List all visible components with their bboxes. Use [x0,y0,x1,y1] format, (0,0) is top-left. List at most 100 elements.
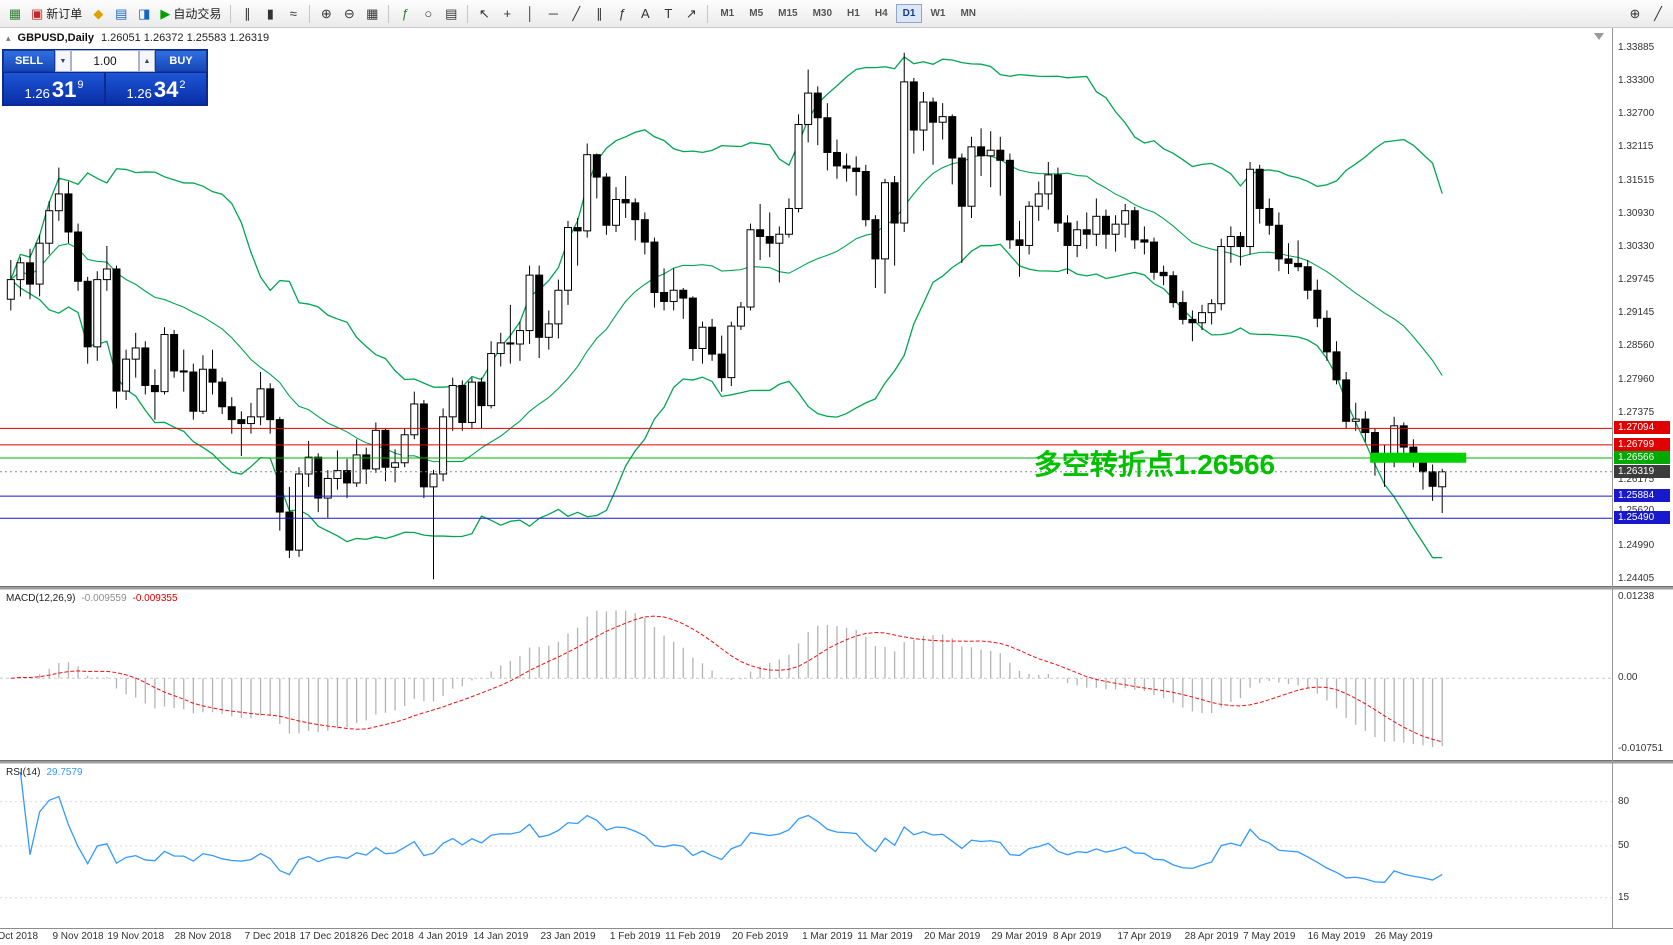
candle [765,235,774,244]
toolbar-separator [230,4,232,23]
toolbar-separator [309,4,311,23]
arrows-button[interactable]: ↗ [680,3,702,25]
candle [477,381,486,407]
candle [861,171,870,221]
bar-chart-button[interactable]: ∥ [236,3,258,25]
candle [573,227,582,232]
text-button[interactable]: A [634,3,656,25]
candle [1121,210,1130,225]
timeframe-mn-button[interactable]: MN [960,8,976,19]
channel-button[interactable]: ∥ [588,3,610,25]
new-order-button-label: 新订单 [46,7,83,21]
sell-price-base: 1.26 [24,86,50,101]
market-watch-button[interactable]: ▤ [110,3,132,25]
candle [131,347,140,360]
candle [794,123,803,209]
candle [6,279,15,300]
zoom-out-icon: ⊖ [343,6,355,21]
candlestick-chart-button[interactable]: ▮ [259,3,281,25]
candle [1255,168,1264,209]
crosshair-icon: + [503,6,512,21]
date-label: 8 Apr 2019 [1052,931,1102,942]
bollinger-lower-band [10,243,1443,559]
date-label: 23 Jan 2019 [540,931,596,942]
candle [352,454,361,484]
candle [1226,235,1235,248]
timeframe-m30-button[interactable]: M30 [812,8,833,19]
line-chart-button[interactable]: ≈ [282,3,304,25]
date-label: 20 Feb 2019 [732,931,789,942]
timeframe-w1-button[interactable]: W1 [930,8,946,19]
tile-windows-icon: ▦ [366,6,379,21]
date-label: 4 Jan 2019 [418,931,468,942]
periods-button[interactable]: ○ [417,3,439,25]
fibonacci-icon: ƒ [618,6,626,21]
zoom-in-button[interactable]: ⊕ [315,3,337,25]
favorites-icon: ◆ [93,6,104,21]
favorites-button[interactable]: ◆ [87,3,109,25]
candle [775,233,784,244]
candle [448,384,457,418]
volume-down-button[interactable]: ▼ [55,50,71,72]
autotrading-icon: ▶ [160,6,171,21]
indicators-button[interactable]: ƒ [394,3,416,25]
cursor-icon: ↖ [478,6,490,21]
candle [1005,159,1014,241]
buy-button[interactable]: BUY [155,50,207,72]
date-label: 1 Mar 2019 [802,931,853,942]
candle [1169,275,1178,304]
candle [727,325,736,379]
date-label: 28 Nov 2018 [174,931,232,942]
timeframe-h4-button[interactable]: H4 [874,8,888,19]
templates-button[interactable]: ▤ [440,3,462,25]
cursor-button[interactable]: ↖ [473,3,495,25]
edit-tool-button[interactable]: ╱ [1647,3,1669,25]
autotrading-button[interactable]: ▶ 自动交易 [156,3,225,25]
panel-separator[interactable] [0,586,1673,590]
candle [890,182,899,224]
timeframe-m5-button[interactable]: M5 [749,8,764,19]
zoom-tool-button[interactable]: ⊕ [1624,3,1646,25]
panel-separator[interactable] [0,760,1673,764]
candle [708,326,717,355]
candle [1322,317,1331,353]
fibonacci-button[interactable]: ƒ [611,3,633,25]
trendline-button[interactable]: ╱ [565,3,587,25]
new-order-button[interactable]: ▣ 新订单 [27,3,86,25]
arrows-icon: ↗ [685,6,697,21]
one-click-toggle-icon[interactable]: ▴ [6,33,11,43]
crosshair-button[interactable]: + [496,3,518,25]
volume-up-button[interactable]: ▲ [139,50,155,72]
candle [381,429,390,468]
sell-button[interactable]: SELL [3,50,55,72]
candle [1092,215,1101,235]
date-label: 17 Dec 2018 [299,931,357,942]
horizontal-line-button[interactable]: ─ [542,3,564,25]
toolbar-separator [467,4,469,23]
zoom-out-button[interactable]: ⊖ [338,3,360,25]
date-label: 14 Jan 2019 [473,931,529,942]
volume-input[interactable]: 1.00 [71,50,139,72]
highlight-rectangle[interactable] [1370,452,1467,463]
new-chart-button[interactable]: ▦ [4,3,26,25]
candle [515,330,524,345]
data-window-button[interactable]: ◨ [133,3,155,25]
vertical-line-button[interactable]: │ [519,3,541,25]
candlestick-series [6,52,1447,580]
sell-price-button[interactable]: 1.26 31 9 [3,72,105,105]
tile-windows-button[interactable]: ▦ [361,3,383,25]
candle [179,370,188,373]
timeframe-d1-button[interactable]: D1 [895,4,923,23]
buy-price-button[interactable]: 1.26 34 2 [105,72,207,105]
candle [986,149,995,157]
candle [1428,471,1437,487]
price-chart[interactable]: 多空转折点1.26566 [0,28,1612,586]
rsi-label: RSI(14) 29.7579 [6,767,83,778]
timeframe-h1-button[interactable]: H1 [847,8,860,19]
timeframe-m15-button[interactable]: M15 [778,8,798,19]
text-label-button[interactable]: T [657,3,679,25]
candle [198,368,207,412]
timeframe-m1-button[interactable]: M1 [720,8,735,19]
macd-label: MACD(12,26,9) -0.009559 -0.009355 [6,593,178,604]
